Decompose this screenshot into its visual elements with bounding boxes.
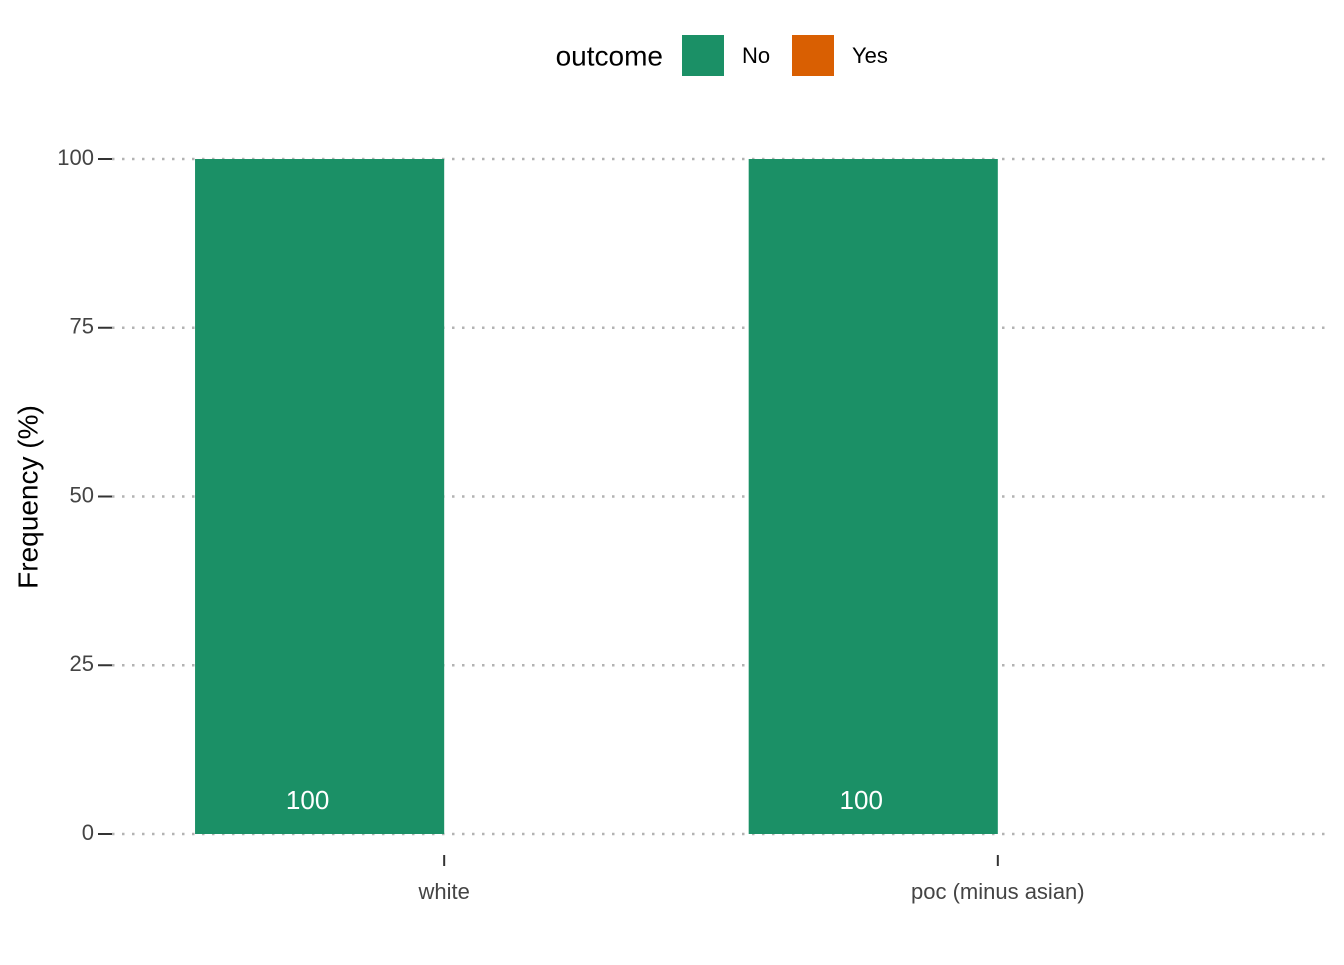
legend-label: Yes xyxy=(852,43,888,68)
y-tick-label: 50 xyxy=(70,482,94,507)
y-tick-label: 25 xyxy=(70,651,94,676)
x-tick-label: white xyxy=(418,879,470,904)
value-label: 100 xyxy=(286,785,329,815)
legend-key xyxy=(682,35,724,76)
y-axis-title: Frequency (%) xyxy=(12,405,43,589)
y-tick-label: 100 xyxy=(57,145,94,170)
y-tick-label: 0 xyxy=(82,820,94,845)
bar xyxy=(748,159,998,834)
bar xyxy=(195,159,445,834)
legend-key xyxy=(792,35,834,76)
y-tick-label: 75 xyxy=(70,314,94,339)
x-tick-label: poc (minus asian) xyxy=(911,879,1085,904)
legend-label: No xyxy=(742,43,770,68)
legend-title: outcome xyxy=(556,40,663,71)
value-label: 100 xyxy=(840,785,883,815)
